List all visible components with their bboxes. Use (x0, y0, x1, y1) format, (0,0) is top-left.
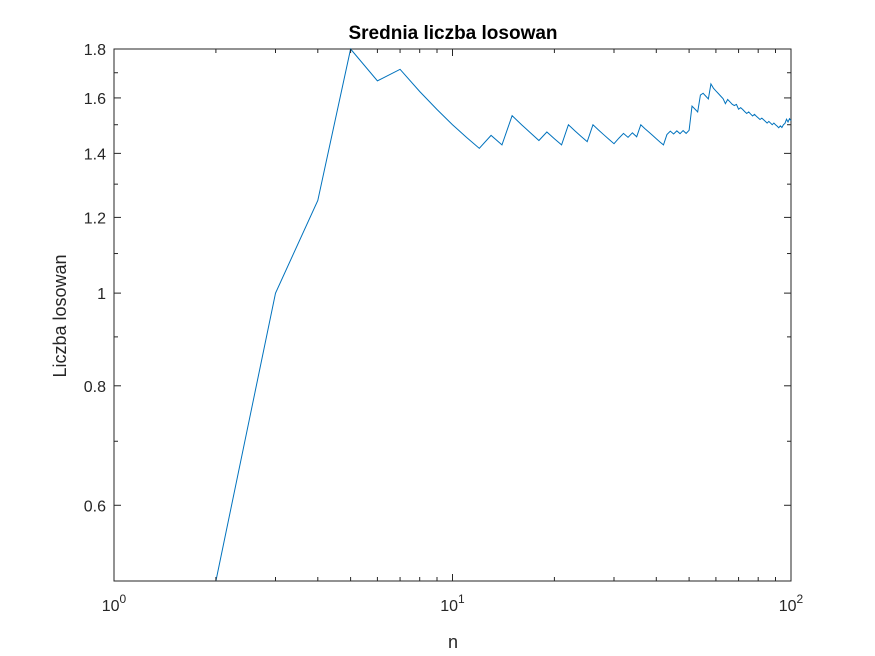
y-tick-label: 0.8 (84, 379, 106, 396)
y-tick-label: 1 (97, 286, 106, 303)
chart-title: Srednia liczba losowan (348, 23, 557, 44)
y-tick-label: 1.6 (84, 91, 106, 108)
y-tick-label: 1.8 (84, 42, 106, 59)
x-tick-label: 101 (440, 592, 465, 615)
x-tick-label: 102 (779, 592, 804, 615)
y-axis-label: Liczba losowan (50, 254, 70, 377)
x-axis: 100 101 102 (102, 49, 804, 615)
y-tick-label: 1.4 (84, 146, 106, 163)
plot-area (113, 47, 792, 582)
series-line (215, 47, 792, 582)
x-axis-label: n (448, 632, 458, 652)
x-tick-label: 100 (102, 592, 127, 615)
y-tick-label: 1.2 (84, 210, 106, 227)
y-axis: 0.6 0.8 1 1.2 1.4 1.6 1.8 (84, 42, 791, 515)
y-tick-label: 0.6 (84, 498, 106, 515)
